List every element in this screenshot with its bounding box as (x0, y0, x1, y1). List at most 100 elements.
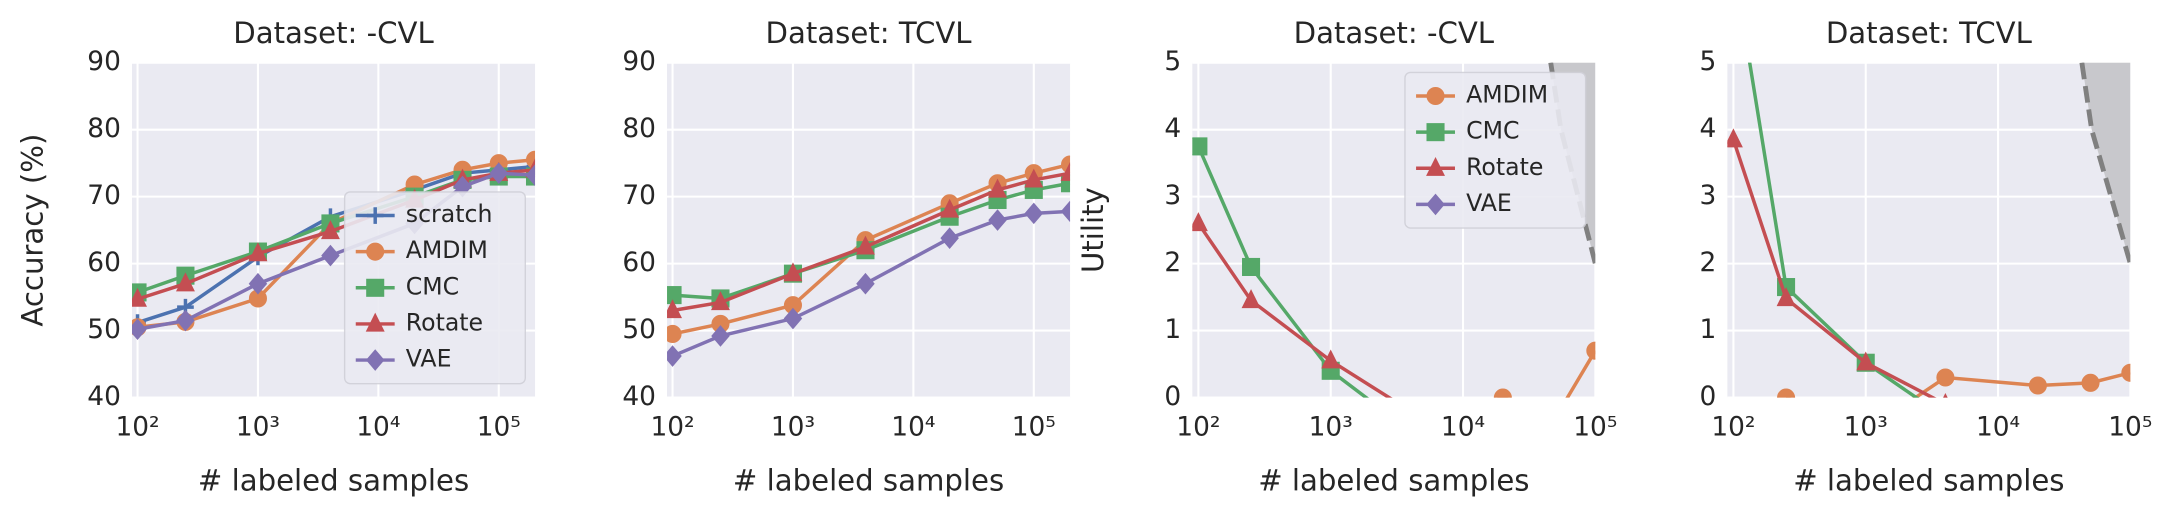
chart-title: Dataset: TCVL (1826, 16, 2033, 50)
y-tick-label: 3 (1699, 180, 1716, 211)
legend-box (1404, 71, 1587, 229)
marker (1402, 423, 1419, 440)
y-axis-label: Accuracy (%) (16, 134, 50, 327)
plot-content (1727, 62, 2131, 426)
y-tick-label: 1 (1699, 314, 1716, 345)
y-tick-label: 60 (622, 247, 656, 278)
y-tick-label: 5 (1164, 46, 1181, 77)
x-tick-label: 10³ (771, 412, 815, 443)
marker (1060, 200, 1071, 223)
marker (1777, 388, 1796, 398)
series-line (1747, 62, 1920, 398)
x-tick-label: 10³ (1309, 412, 1353, 443)
series-line (1196, 222, 1393, 398)
marker (667, 299, 683, 319)
legend-marker (365, 349, 385, 371)
marker (1547, 409, 1564, 426)
x-tick-label: 10⁵ (2108, 412, 2152, 443)
chart-title: Dataset: -CVL (233, 16, 434, 50)
marker (1936, 368, 1955, 387)
legend-label: scratch (406, 200, 493, 228)
x-tick-label: 10⁴ (1976, 412, 2020, 443)
plot-area (1727, 62, 2131, 398)
legend-marker (365, 312, 385, 332)
series-line (1196, 145, 1369, 398)
marker (320, 220, 340, 240)
marker (321, 244, 340, 267)
y-tick-label: 80 (87, 113, 121, 144)
series-line (1497, 349, 1596, 398)
plot-area (667, 62, 1071, 398)
legend-marker (366, 278, 385, 297)
marker (1192, 212, 1208, 232)
y-tick-label: 60 (87, 247, 121, 278)
marker (248, 242, 268, 262)
marker (1024, 168, 1044, 188)
marker (1402, 423, 1419, 440)
y-tick-label: 70 (622, 180, 656, 211)
y-tick-label: 0 (1164, 381, 1181, 412)
marker (856, 235, 875, 255)
marker (667, 345, 682, 367)
x-tick-label: 10² (1711, 412, 1755, 443)
marker (711, 291, 730, 311)
shaded-region (2081, 62, 2131, 398)
marker (988, 178, 1008, 198)
marker (1776, 287, 1796, 307)
marker (1060, 161, 1071, 181)
y-tick-label: 50 (622, 314, 656, 345)
marker (176, 309, 195, 332)
x-axis-label: # labeled samples (1258, 463, 1529, 497)
marker (1727, 128, 1743, 148)
marker (856, 272, 875, 295)
y-tick-label: 4 (1699, 113, 1716, 144)
legend-label: CMC (1466, 117, 1519, 145)
marker (248, 272, 268, 295)
x-axis-label: # labeled samples (1793, 463, 2064, 497)
marker (2028, 376, 2047, 395)
x-tick-label: 10³ (236, 412, 280, 443)
y-tick-label: 4 (1164, 113, 1181, 144)
y-tick-label: 40 (622, 381, 656, 412)
marker (1493, 388, 1512, 398)
marker (1402, 401, 1419, 418)
legend-label: CMC (406, 272, 459, 300)
legend-label: Rotate (1466, 153, 1543, 181)
marker (2081, 373, 2100, 392)
x-tick-label: 10² (115, 412, 159, 443)
legend-label: Rotate (406, 308, 483, 336)
y-tick-label: 2 (1699, 247, 1716, 278)
legend-marker (1426, 157, 1445, 176)
x-tick-label: 10⁵ (1573, 412, 1617, 443)
y-tick-label: 1 (1164, 314, 1181, 345)
y-tick-label: 70 (87, 180, 121, 211)
marker (783, 262, 803, 282)
y-tick-label: 0 (1699, 381, 1716, 412)
marker (783, 307, 803, 330)
marker (2121, 363, 2131, 382)
marker (1321, 349, 1341, 369)
marker (1242, 257, 1261, 276)
y-tick-label: 40 (87, 381, 121, 412)
series-line (1731, 139, 1937, 398)
x-tick-label: 10⁵ (1012, 412, 1056, 443)
marker (1856, 351, 1876, 371)
legend-label: AMDIM (406, 236, 488, 264)
x-tick-label: 10² (650, 412, 694, 443)
marker (711, 325, 730, 347)
legend-label: VAE (406, 345, 452, 373)
marker (1024, 202, 1044, 225)
chart-title: Dataset: TCVL (766, 16, 973, 50)
legend-label: AMDIM (1466, 81, 1548, 109)
legend-box (343, 191, 526, 385)
marker (132, 318, 147, 341)
marker (940, 227, 959, 249)
x-tick-label: 10³ (1844, 412, 1888, 443)
legend-marker (1426, 86, 1445, 106)
chart-title: Dataset: -CVL (1294, 16, 1495, 50)
y-tick-label: 90 (87, 46, 121, 77)
legend-label: VAE (1466, 189, 1512, 217)
marker (1937, 409, 1954, 426)
marker (175, 272, 195, 292)
